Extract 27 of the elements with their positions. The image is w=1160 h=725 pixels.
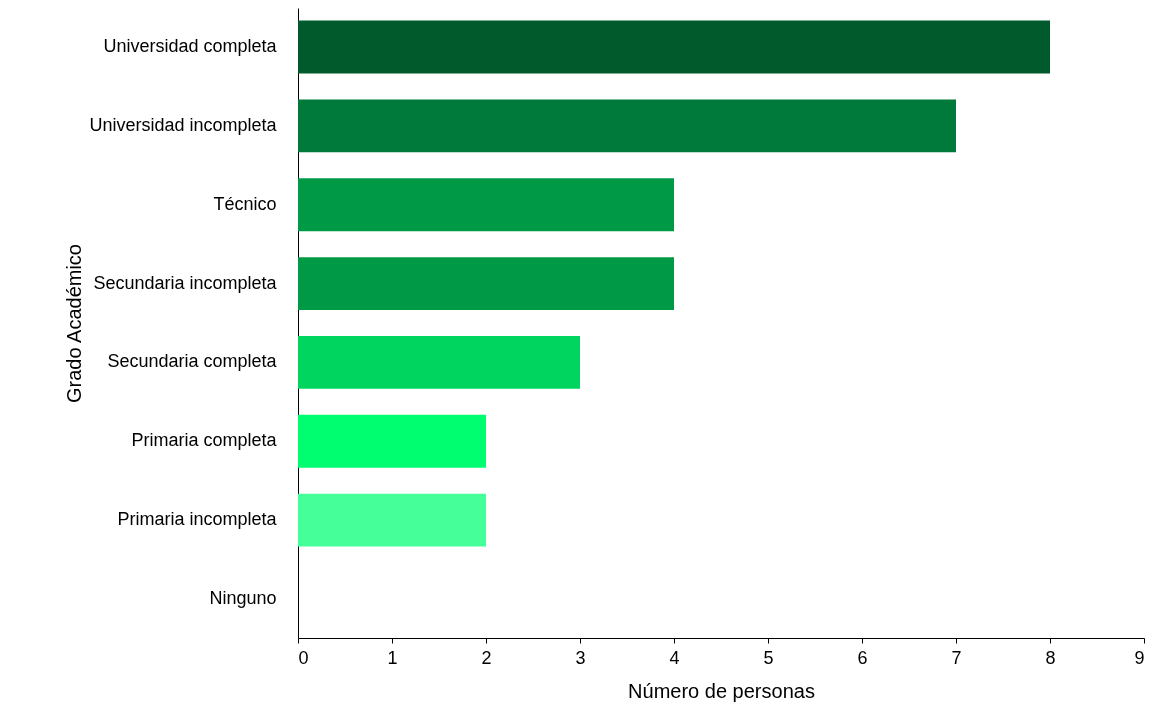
bar — [298, 336, 580, 389]
bar — [298, 257, 674, 310]
bar — [298, 414, 486, 468]
x-tick-label: 5 — [763, 647, 774, 668]
y-tick-label: Secundaria completa — [107, 351, 278, 372]
bar — [298, 493, 486, 547]
y-axis-title: Grado Académico — [62, 244, 85, 403]
x-axis-title: Número de personas — [628, 679, 815, 702]
x-tick-label: 4 — [669, 647, 680, 668]
y-tick-label: Universidad completa — [103, 36, 278, 57]
x-tick-label: 8 — [1045, 647, 1056, 668]
y-tick-label: Primaria incompleta — [117, 509, 278, 530]
x-tick-label: 0 — [298, 647, 309, 668]
x-tick-label: 9 — [1134, 647, 1145, 668]
bar — [298, 20, 1050, 74]
x-tick-label: 1 — [387, 647, 398, 668]
y-tick-label: Primaria completa — [131, 430, 278, 451]
x-tick-label: 3 — [575, 647, 586, 668]
x-tick-label: 7 — [951, 647, 962, 668]
bar — [298, 99, 956, 153]
x-tick-label: 6 — [857, 647, 868, 668]
y-tick-label: Secundaria incompleta — [93, 272, 278, 293]
y-tick-label: Técnico — [213, 193, 277, 214]
x-tick-label: 2 — [481, 647, 492, 668]
y-tick-label: Universidad incompleta — [89, 114, 278, 135]
bar — [298, 178, 674, 232]
y-tick-label: Ninguno — [209, 587, 277, 608]
